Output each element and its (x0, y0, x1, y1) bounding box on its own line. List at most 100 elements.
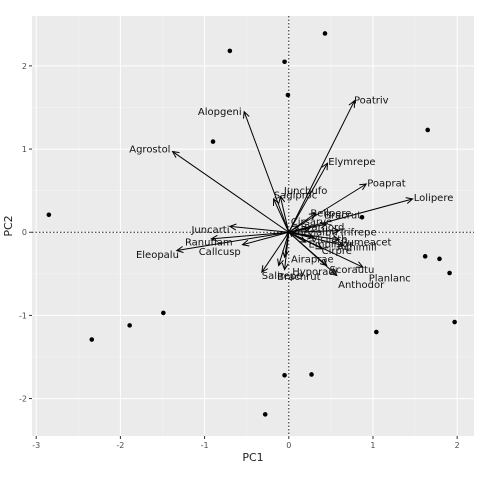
arrow-head (277, 258, 284, 267)
loading-label: Anthodor (338, 280, 385, 291)
loading-arrow (273, 198, 290, 233)
x-axis-title: PC1 (242, 451, 263, 464)
arrow-head (243, 110, 250, 119)
observation-points (46, 31, 457, 417)
loading-label: Eleopalu (136, 250, 179, 261)
loading-arrow (229, 225, 289, 233)
x-tick-label: 2 (455, 441, 460, 450)
reference-lines (32, 16, 474, 436)
arrow-head (261, 265, 269, 274)
arrow-head (405, 197, 414, 204)
arrow-head (307, 232, 316, 240)
data-point (374, 329, 379, 335)
loading-arrow (211, 231, 289, 240)
data-point (322, 31, 328, 36)
y-tick-label: 0 (22, 228, 27, 237)
loading-label: Ranuflam (185, 238, 233, 249)
loading-label: Juncbufo (283, 186, 327, 197)
arrow-head (285, 229, 293, 238)
data-point (359, 214, 365, 220)
data-point (452, 319, 457, 325)
y-tick-label: 2 (22, 62, 27, 71)
arrow-head (298, 236, 307, 243)
data-point (282, 59, 287, 65)
panel-background (32, 16, 474, 436)
arrow-head (171, 150, 180, 158)
arrow-head (228, 223, 237, 231)
arrow-head (332, 235, 341, 243)
data-point (437, 256, 442, 262)
data-point (285, 92, 291, 98)
arrow-head (291, 224, 300, 232)
arrow-head (272, 197, 280, 206)
loading-arrow (284, 232, 290, 270)
arrow-head (175, 246, 184, 253)
loading-arrow (288, 183, 367, 233)
loading-arrow (242, 231, 289, 246)
loading-label: Agrostol (129, 145, 170, 156)
data-point (309, 372, 314, 377)
data-point (282, 372, 287, 378)
y-tick-label: 1 (22, 145, 27, 154)
loading-label: Bellpere (310, 209, 351, 220)
data-point (127, 323, 132, 328)
loading-label: Elymrepe (328, 157, 375, 168)
loading-label: Callcusp (199, 247, 241, 258)
loading-arrow (279, 196, 290, 233)
loading-label: Cirsarve (291, 217, 332, 228)
data-point (210, 139, 216, 144)
y-tick-label: -2 (19, 395, 27, 404)
arrow-head (319, 221, 328, 229)
loading-arrow (261, 231, 290, 273)
loading-arrow (288, 231, 327, 266)
data-point (46, 212, 52, 218)
loading-label: Poaprat (367, 179, 406, 190)
axis-ticks: -3 -2 -1 0 1 2 -2 -1 0 1 2 (19, 62, 460, 450)
loading-arrow (243, 111, 290, 233)
data-point (447, 270, 452, 276)
loading-arrow (176, 231, 289, 252)
x-tick-label: 0 (286, 441, 291, 450)
arrow-head (359, 183, 368, 191)
loading-arrow (288, 231, 315, 238)
loading-label: Planlanc (369, 273, 411, 284)
loading-label: Brachrut (277, 272, 320, 283)
loading-arrow (288, 198, 413, 233)
data-point (89, 337, 95, 342)
loading-arrow (288, 100, 355, 233)
y-tick-label: -1 (19, 311, 27, 320)
arrow-head (278, 195, 286, 204)
arrow-head (210, 234, 219, 242)
loading-label: Cirpre (322, 246, 352, 257)
loading-label: Empinigr (308, 239, 354, 250)
loading-arrow (288, 230, 340, 233)
loading-label: Chenalbu (290, 228, 337, 239)
x-tick-label: -3 (32, 441, 40, 450)
data-point (161, 310, 166, 316)
arrow-head (319, 258, 328, 267)
loading-arrow (288, 231, 306, 243)
arrow-head (321, 162, 329, 171)
loading-label: Poatriv (354, 96, 389, 107)
data-point (227, 48, 233, 54)
loading-arrow (288, 162, 328, 233)
arrow-head (241, 239, 250, 247)
arrow-head (315, 243, 324, 250)
loading-label: Alopgeni (198, 107, 242, 118)
arrow-head (329, 268, 338, 277)
loading-label: Trifrepe (338, 228, 377, 239)
arrow-head (282, 250, 290, 259)
loading-label: Airaprae (291, 254, 334, 265)
loading-arrows (171, 99, 414, 277)
arrow-head (281, 262, 289, 271)
loading-arrow (288, 225, 300, 233)
loading-label: Sagiproc (274, 190, 317, 201)
data-point (422, 254, 428, 259)
x-tick-label: 1 (370, 441, 375, 450)
y-axis-title: PC2 (2, 215, 15, 236)
data-point (262, 412, 268, 417)
arrow-head (308, 212, 317, 220)
x-tick-label: -2 (116, 441, 124, 450)
loading-label: Rumeacet (341, 238, 392, 249)
